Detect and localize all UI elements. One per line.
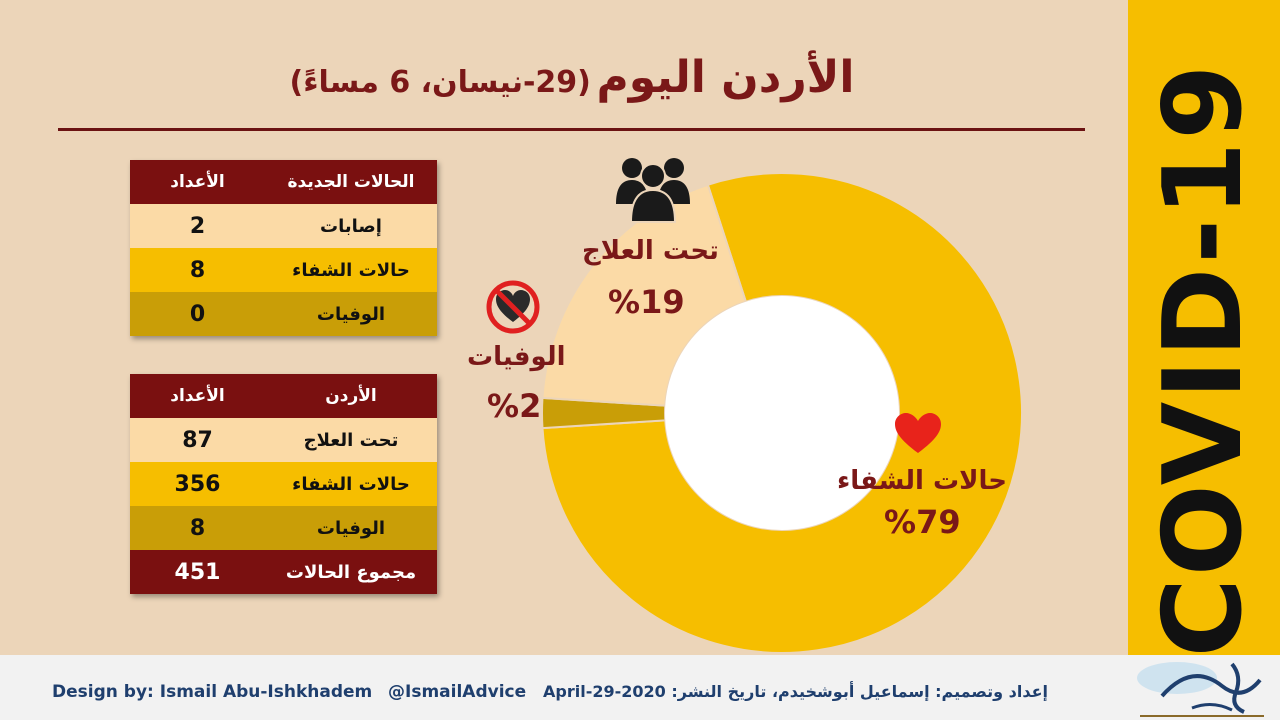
table-row: حالات الشفاء 8 [130, 248, 437, 292]
slice-label-deaths: الوفيات [467, 342, 566, 372]
row-value: 0 [130, 292, 265, 336]
twitter-handle: @IsmailAdvice [388, 682, 527, 702]
row-label: تحت العلاج [265, 418, 437, 462]
table-header: الأعداد [130, 160, 265, 204]
heart-icon [895, 413, 941, 453]
table-header: الأردن [265, 374, 437, 418]
table-header-row: الحالات الجديدة الأعداد [130, 160, 437, 204]
table-row: مجموع الحالات 451 [130, 550, 437, 594]
table-header-row: الأردن الأعداد [130, 374, 437, 418]
row-value: 2 [130, 204, 265, 248]
row-value: 451 [130, 550, 265, 594]
row-value: 87 [130, 418, 265, 462]
title-divider [58, 128, 1085, 131]
footer-bar [0, 655, 1280, 720]
table-header: الأعداد [130, 374, 265, 418]
slice-value-treatment: %19 [608, 283, 685, 321]
title-main: الأردن اليوم [596, 52, 855, 103]
publisher-logo [1137, 662, 1264, 717]
no-heart-icon [486, 280, 540, 334]
people-icon [616, 158, 690, 223]
row-label: الوفيات [265, 292, 437, 336]
slice-value-deaths: %2 [487, 387, 542, 425]
table-row: إصابات 2 [130, 204, 437, 248]
donut-chart [541, 172, 1023, 654]
row-value: 356 [130, 462, 265, 506]
donut-hole [665, 296, 899, 530]
credit-arabic: إعداد وتصميم: إسماعيل أبوشخيدم، تاريخ ال… [543, 682, 1048, 701]
table-row: حالات الشفاء 356 [130, 462, 437, 506]
table-row: الوفيات 8 [130, 506, 437, 550]
new-cases-table: الحالات الجديدة الأعداد إصابات 2 حالات ا… [130, 160, 437, 336]
table-header: الحالات الجديدة [265, 160, 437, 204]
row-label: حالات الشفاء [265, 248, 437, 292]
row-value: 8 [130, 248, 265, 292]
title-sub: (29-نيسان، 6 مساءً) [289, 65, 591, 100]
table-row: تحت العلاج 87 [130, 418, 437, 462]
row-value: 8 [130, 506, 265, 550]
covid-side-band [1128, 0, 1280, 655]
slice-label-treatment: تحت العلاج [582, 236, 719, 266]
row-label: مجموع الحالات [265, 550, 437, 594]
slice-value-recovered: %79 [884, 503, 961, 541]
slice-label-recovered: حالات الشفاء [837, 466, 1007, 496]
row-label: حالات الشفاء [265, 462, 437, 506]
table-row: الوفيات 0 [130, 292, 437, 336]
row-label: إصابات [265, 204, 437, 248]
credit-english: Design by: Ismail Abu-Ishkhadem [52, 682, 373, 702]
jordan-totals-table: الأردن الأعداد تحت العلاج 87 حالات الشفا… [130, 374, 437, 594]
row-label: الوفيات [265, 506, 437, 550]
page-title: الأردن اليوم (29-نيسان، 6 مساءً) [60, 52, 1084, 112]
covid-band-text: COVID-19 [1141, 62, 1266, 658]
